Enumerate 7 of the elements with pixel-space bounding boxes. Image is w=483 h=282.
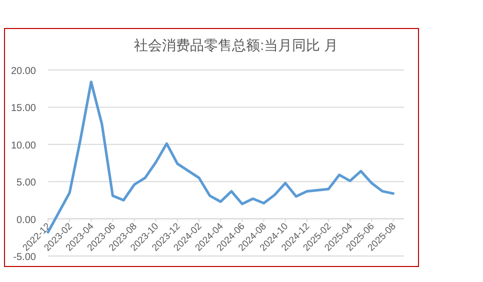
y-tick-label: 0.00 [16,214,36,226]
y-tick-label: 5.00 [16,178,36,189]
chart-title: 社会消费品零售总额:当月同比 月 [134,37,338,53]
y-tick-label: 20.00 [10,66,36,77]
y-tick-label: 15.00 [10,103,36,114]
y-tick-label: -5.00 [13,252,36,263]
y-tick-label: 10.00 [10,140,36,152]
